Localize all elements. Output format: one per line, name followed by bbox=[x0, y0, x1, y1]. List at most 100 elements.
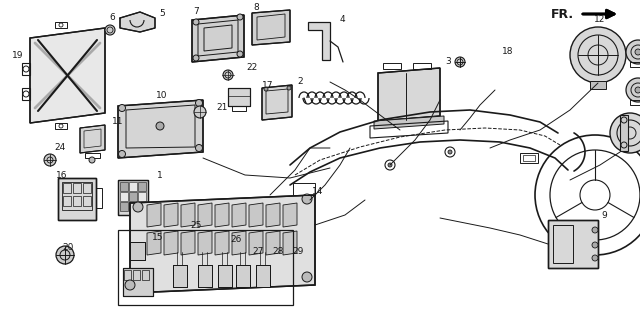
Polygon shape bbox=[181, 203, 195, 227]
Circle shape bbox=[194, 106, 206, 118]
Bar bbox=[120, 192, 128, 201]
Circle shape bbox=[105, 25, 115, 35]
Bar bbox=[55, 22, 67, 28]
Text: 26: 26 bbox=[230, 236, 242, 244]
Bar bbox=[228, 88, 250, 106]
Bar bbox=[62, 182, 92, 210]
Bar bbox=[130, 242, 145, 260]
Circle shape bbox=[133, 202, 143, 212]
Circle shape bbox=[195, 145, 202, 152]
Circle shape bbox=[56, 246, 74, 264]
Bar bbox=[63, 183, 71, 193]
Bar bbox=[548, 220, 598, 268]
Bar bbox=[129, 202, 137, 211]
Bar bbox=[218, 265, 232, 287]
Polygon shape bbox=[147, 231, 161, 255]
Circle shape bbox=[125, 280, 135, 290]
Bar bbox=[520, 153, 538, 163]
Bar bbox=[118, 230, 293, 305]
Bar bbox=[228, 88, 250, 106]
Bar bbox=[630, 100, 640, 105]
Bar bbox=[198, 265, 212, 287]
Bar bbox=[383, 63, 401, 69]
Text: 19: 19 bbox=[12, 50, 24, 60]
Bar bbox=[123, 268, 153, 296]
Circle shape bbox=[237, 14, 243, 20]
Circle shape bbox=[626, 78, 640, 102]
Circle shape bbox=[610, 113, 640, 153]
Circle shape bbox=[635, 87, 640, 93]
Bar bbox=[123, 268, 153, 296]
Text: 29: 29 bbox=[292, 248, 304, 256]
Text: 1: 1 bbox=[157, 171, 163, 179]
Bar bbox=[548, 220, 598, 268]
Circle shape bbox=[302, 194, 312, 204]
Bar bbox=[73, 183, 81, 193]
Text: 15: 15 bbox=[152, 234, 164, 243]
Bar bbox=[22, 63, 30, 75]
Text: 2: 2 bbox=[297, 77, 303, 87]
Bar bbox=[129, 192, 137, 201]
Polygon shape bbox=[198, 203, 212, 227]
Text: 5: 5 bbox=[159, 10, 165, 18]
Polygon shape bbox=[130, 195, 315, 293]
Polygon shape bbox=[192, 15, 244, 62]
Circle shape bbox=[635, 49, 640, 55]
Circle shape bbox=[44, 154, 56, 166]
Bar bbox=[129, 182, 137, 191]
Text: 24: 24 bbox=[54, 144, 66, 152]
Text: 6: 6 bbox=[109, 14, 115, 23]
Circle shape bbox=[388, 163, 392, 167]
Polygon shape bbox=[252, 10, 290, 45]
Text: 28: 28 bbox=[272, 248, 284, 256]
Polygon shape bbox=[374, 116, 444, 129]
Bar bbox=[236, 265, 250, 287]
Text: 7: 7 bbox=[193, 8, 199, 16]
Polygon shape bbox=[283, 203, 297, 227]
Bar bbox=[138, 202, 146, 211]
Bar bbox=[133, 270, 140, 280]
Bar bbox=[256, 265, 270, 287]
Bar bbox=[590, 81, 606, 89]
Bar bbox=[138, 192, 146, 201]
Polygon shape bbox=[232, 203, 246, 227]
Circle shape bbox=[156, 122, 164, 130]
Polygon shape bbox=[283, 231, 297, 255]
Bar bbox=[630, 62, 640, 67]
Text: 3: 3 bbox=[445, 57, 451, 67]
Text: 4: 4 bbox=[339, 16, 345, 24]
Polygon shape bbox=[118, 100, 203, 158]
Circle shape bbox=[223, 70, 233, 80]
Bar bbox=[232, 106, 246, 111]
Text: 21: 21 bbox=[216, 103, 228, 113]
Polygon shape bbox=[215, 231, 229, 255]
Bar bbox=[118, 180, 148, 215]
Bar bbox=[22, 88, 30, 100]
Bar bbox=[293, 183, 315, 195]
Polygon shape bbox=[249, 203, 263, 227]
Text: 11: 11 bbox=[112, 118, 124, 126]
Bar bbox=[523, 155, 535, 161]
Polygon shape bbox=[378, 68, 440, 121]
Circle shape bbox=[264, 87, 268, 91]
Bar bbox=[142, 270, 149, 280]
Bar bbox=[118, 180, 148, 215]
Circle shape bbox=[118, 151, 125, 158]
Bar bbox=[218, 265, 232, 287]
Bar bbox=[85, 153, 100, 158]
Text: 22: 22 bbox=[246, 63, 258, 73]
Bar bbox=[256, 265, 270, 287]
Text: 12: 12 bbox=[595, 16, 605, 24]
Bar bbox=[83, 183, 91, 193]
Text: 9: 9 bbox=[601, 211, 607, 221]
Bar bbox=[130, 242, 145, 260]
Polygon shape bbox=[308, 22, 330, 60]
Bar bbox=[413, 63, 431, 69]
Bar bbox=[236, 265, 250, 287]
Polygon shape bbox=[266, 231, 280, 255]
Circle shape bbox=[133, 280, 143, 290]
Text: 27: 27 bbox=[252, 248, 264, 256]
Text: 16: 16 bbox=[56, 171, 68, 179]
Circle shape bbox=[118, 105, 125, 112]
Polygon shape bbox=[164, 231, 178, 255]
